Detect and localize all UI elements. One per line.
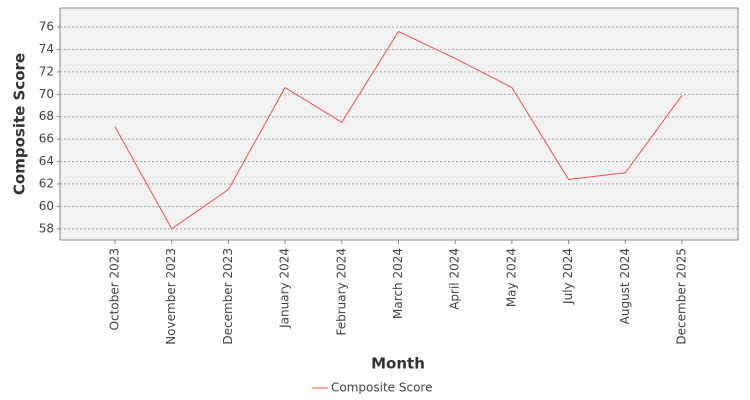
y-tick-label: 64 xyxy=(39,154,54,168)
x-tick-label: August 2024 xyxy=(618,248,632,324)
y-tick-label: 58 xyxy=(39,221,54,235)
x-tick-label: December 2023 xyxy=(221,248,235,345)
x-tick-label: February 2024 xyxy=(334,248,348,336)
x-tick-label: April 2024 xyxy=(448,248,462,310)
x-tick-label: November 2023 xyxy=(164,248,178,345)
y-tick-label: 66 xyxy=(39,132,54,146)
x-tick-label: December 2025 xyxy=(675,248,689,345)
x-tick-label: July 2024 xyxy=(561,248,575,305)
y-tick-label: 72 xyxy=(39,64,54,78)
data-line xyxy=(114,30,683,230)
y-tick-label: 62 xyxy=(39,176,54,190)
x-axis-title: Month xyxy=(371,355,425,373)
y-tick-label: 74 xyxy=(39,42,54,56)
x-tick-label: May 2024 xyxy=(504,248,518,307)
x-tick-label: October 2023 xyxy=(108,248,122,330)
y-tick-label: 60 xyxy=(39,199,54,213)
y-tick-label: 68 xyxy=(39,109,54,123)
y-tick-label: 70 xyxy=(39,87,54,101)
y-axis-title: Composite Score xyxy=(11,53,29,195)
plot-area xyxy=(59,7,739,241)
legend-label: Composite Score xyxy=(331,381,432,395)
y-tick-label: 76 xyxy=(39,20,54,34)
x-tick-label: January 2024 xyxy=(278,248,292,329)
x-tick-label: March 2024 xyxy=(391,248,405,319)
